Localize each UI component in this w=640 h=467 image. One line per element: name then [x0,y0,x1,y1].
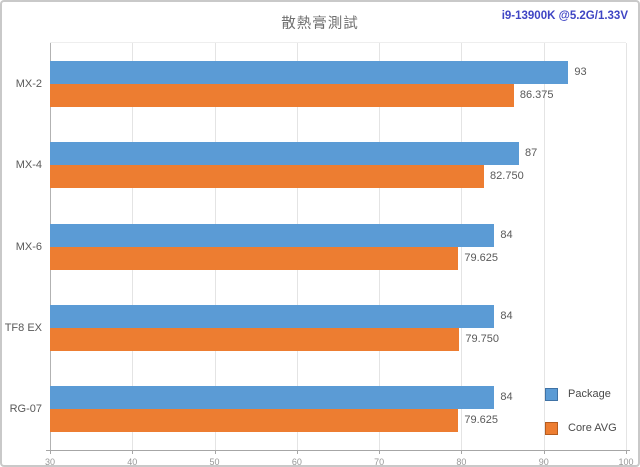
bar-package [50,60,569,84]
value-label: 84 [500,228,513,241]
plot-area: 30 40 50 60 70 80 90 100 MX-2 93 86.375 MX-4 87 82.75… [5,42,634,465]
x-axis-tick-label: 90 [538,457,549,467]
x-axis-tick [214,450,216,454]
x-axis-tick [626,450,627,454]
x-axis-tick-label: 40 [127,457,138,467]
x-axis-tick [379,450,381,454]
x-axis-tick-label: 30 [44,457,55,467]
x-axis-tick-label: 100 [618,457,634,467]
bar-package [50,142,520,166]
legend-item-core-avg: Core AVG [545,421,617,435]
legend-swatch [545,387,558,401]
bar-core-avg [50,327,460,351]
value-label: 82.750 [490,170,524,183]
legend-label: Core AVG [568,422,617,434]
gridline [461,43,463,450]
legend: Package Core AVG [545,387,617,455]
chart-subtitle: i9-13900K @5.2G/1.33V [501,10,628,22]
x-axis-tick-label: 50 [209,457,220,467]
x-axis-tick-label: 60 [291,457,302,467]
bar-core-avg [50,246,459,270]
x-axis-line [46,450,630,451]
x-axis-tick-label: 70 [374,457,385,467]
value-label: 93 [574,65,587,78]
value-label: 79.750 [465,332,500,345]
gridline [626,43,627,450]
legend-item-package: Package [545,387,617,401]
chart-title: 散熱膏測試 [281,16,359,32]
legend-label: Package [568,388,611,400]
category-label: RG-07 [9,403,42,416]
x-axis-tick [296,450,298,454]
value-label: 87 [525,147,538,160]
value-label: 86.375 [519,88,554,101]
value-label: 79.625 [464,251,498,264]
x-axis-tick [543,450,545,454]
gridline [543,43,545,450]
bar-core-avg [50,409,459,433]
bar-core-avg [50,165,485,189]
bar-package [50,304,495,328]
value-label: 84 [500,391,513,404]
bar-package [50,223,495,247]
x-axis-tick [461,450,463,454]
category-label: MX-2 [15,77,42,90]
category-label: MX-6 [15,240,42,253]
value-label: 79.625 [464,414,498,427]
bar-package [50,386,495,410]
category-label: MX-4 [15,159,42,172]
x-axis-tick [50,450,51,454]
x-axis-tick-label: 80 [456,457,467,467]
bar-core-avg [50,83,514,107]
value-label: 84 [500,309,513,322]
legend-swatch [545,421,558,435]
category-label: TF8 EX [4,321,42,334]
x-axis-tick [132,450,134,454]
